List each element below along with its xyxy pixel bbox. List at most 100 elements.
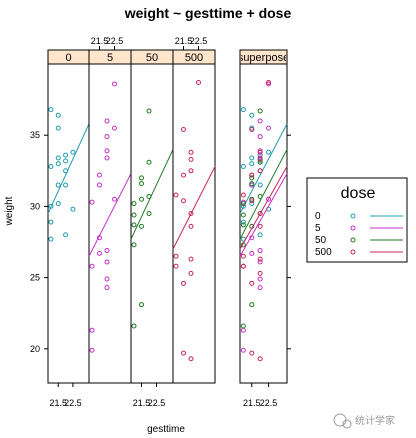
point-dose-5 [104, 259, 110, 265]
point-dose-500 [240, 253, 246, 259]
point-dose-50 [131, 222, 137, 228]
top-tick-label: 22.5 [190, 36, 208, 46]
point-dose-500 [257, 256, 263, 262]
point-dose-50 [257, 108, 263, 114]
fit-line-dose-500 [239, 166, 288, 250]
point-dose-5 [240, 347, 246, 353]
point-dose-0 [266, 149, 272, 155]
point-dose-500 [257, 223, 263, 229]
point-dose-0 [257, 182, 263, 188]
point-dose-5 [97, 182, 102, 188]
fit-line-dose-0 [239, 123, 288, 214]
point-dose-5 [249, 235, 255, 241]
point-dose-0 [240, 219, 246, 225]
legend-point-marker [350, 237, 356, 243]
point-dose-50 [146, 211, 152, 217]
point-dose-5 [266, 125, 272, 131]
legend-entry-500: 500 [315, 247, 403, 258]
bottom-tick-label: 21.5 [133, 398, 151, 408]
point-dose-500 [257, 168, 263, 174]
legend-label: 500 [315, 247, 332, 258]
point-dose-5 [266, 196, 272, 202]
panel-frame-superpose [239, 63, 288, 384]
point-dose-500 [188, 256, 194, 262]
legend-title: dose [341, 185, 376, 202]
point-dose-500 [188, 156, 194, 162]
point-dose-0 [55, 182, 61, 188]
point-dose-5 [257, 259, 263, 265]
point-dose-5 [257, 276, 263, 282]
legend-entry-5: 5 [315, 223, 403, 234]
point-dose-0 [48, 219, 54, 225]
point-dose-50 [249, 302, 255, 308]
fit-line-dose-500 [172, 166, 216, 250]
point-dose-5 [97, 235, 102, 241]
wechat-icon-small [342, 419, 352, 429]
fit-line-dose-5 [239, 173, 288, 257]
watermark: 统计学家 [333, 413, 395, 429]
point-dose-500 [188, 168, 194, 174]
point-dose-50 [131, 212, 137, 218]
y-tick-label: 25 [30, 273, 40, 283]
point-dose-5 [104, 118, 110, 124]
point-dose-500 [173, 192, 179, 198]
point-dose-50 [257, 159, 263, 165]
point-dose-5 [89, 199, 95, 205]
panel-frame-5 [88, 63, 132, 384]
strip-label-5: 5 [107, 52, 113, 64]
point-dose-0 [249, 112, 255, 118]
point-dose-0 [257, 232, 263, 238]
panel-frame-0 [47, 63, 90, 384]
point-dose-0 [63, 152, 69, 158]
point-dose-5 [104, 276, 110, 282]
fit-line-dose-50 [239, 149, 288, 240]
point-dose-500 [188, 223, 194, 229]
legend-point-marker [350, 249, 356, 255]
panel-5: 5 [88, 49, 132, 384]
fit-line-dose-0 [47, 123, 90, 214]
point-dose-500 [257, 270, 263, 276]
point-dose-500 [257, 211, 263, 217]
point-dose-0 [55, 161, 61, 167]
y-axis-label: weight [4, 196, 15, 226]
point-dose-500 [266, 80, 272, 86]
point-dose-500 [173, 253, 179, 259]
point-dose-5 [240, 327, 246, 333]
point-dose-5 [257, 134, 263, 140]
panel-frame-50 [130, 63, 174, 384]
point-dose-500 [257, 156, 263, 162]
point-dose-500 [181, 127, 186, 133]
point-dose-500 [181, 198, 186, 204]
point-dose-50 [257, 193, 263, 199]
point-dose-50 [240, 222, 246, 228]
point-dose-5 [257, 248, 263, 254]
point-dose-5 [112, 81, 117, 87]
point-dose-50 [240, 201, 246, 207]
point-dose-0 [48, 107, 54, 113]
point-dose-0 [48, 236, 54, 242]
point-dose-50 [249, 175, 255, 181]
point-dose-0 [63, 182, 69, 188]
point-dose-5 [89, 347, 95, 353]
legend-label: 0 [315, 211, 321, 222]
panel-superpose: superpose [239, 49, 288, 384]
top-tick-label: 21.5 [91, 36, 109, 46]
point-dose-0 [70, 206, 76, 212]
point-dose-0 [63, 158, 69, 164]
bottom-axis-ticks: 21.522.5 21.522.5 21.5 22.5 [49, 383, 277, 408]
point-dose-500 [249, 280, 255, 286]
y-axis: 20 25 30 35 [30, 130, 291, 354]
point-dose-5 [249, 250, 255, 256]
point-dose-500 [181, 350, 186, 356]
y-tick-label: 30 [30, 201, 40, 211]
point-dose-5 [89, 327, 95, 333]
point-dose-500 [257, 356, 263, 362]
point-dose-500 [173, 263, 179, 269]
point-dose-500 [240, 263, 246, 269]
point-dose-0 [70, 149, 76, 155]
bottom-tick-label: 22.5 [148, 398, 166, 408]
point-dose-0 [48, 203, 54, 209]
point-dose-5 [104, 248, 110, 254]
point-dose-500 [188, 270, 194, 276]
